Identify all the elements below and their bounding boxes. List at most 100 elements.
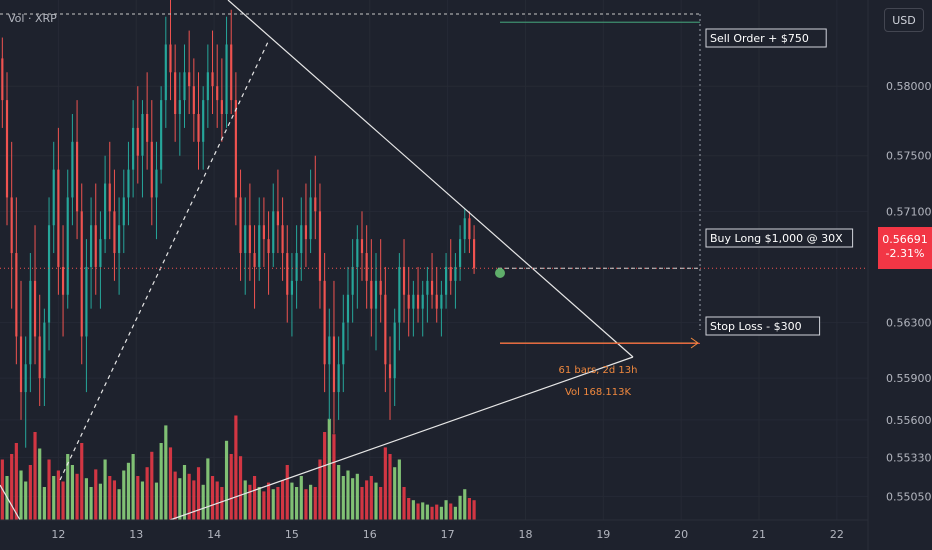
candle-body <box>99 239 102 267</box>
volume-bar <box>103 459 107 520</box>
candle-body <box>188 72 191 87</box>
volume-bar <box>66 454 70 520</box>
volume-bar <box>439 506 443 520</box>
candle-body <box>374 280 378 309</box>
volume-bar <box>309 484 313 520</box>
y-tick-label: 0.55900 <box>886 372 932 385</box>
volume-bar <box>458 495 462 520</box>
volume-bar <box>150 451 154 520</box>
descending-trendline <box>227 0 634 358</box>
candle-body <box>286 253 289 295</box>
candle-body <box>473 239 476 269</box>
volume-bar <box>178 478 182 520</box>
volume-bar <box>379 487 383 520</box>
volume-bar <box>145 467 149 520</box>
candle-body <box>370 280 373 309</box>
candle-body <box>113 211 116 254</box>
candle-body <box>29 280 32 365</box>
volume-bar <box>327 418 331 520</box>
volume-bar <box>332 434 336 520</box>
candle-body <box>71 141 74 198</box>
volume-bar <box>266 482 271 520</box>
x-tick-label: 22 <box>830 528 844 541</box>
x-tick-label: 12 <box>51 528 65 541</box>
price-axis-panel <box>868 0 932 550</box>
candle-body <box>244 225 247 254</box>
candle-body <box>384 294 387 365</box>
volume-bar <box>323 432 327 520</box>
volume-bar <box>80 443 84 520</box>
range-arrow-head <box>690 337 699 349</box>
candle-body <box>75 141 79 212</box>
candle-body <box>10 197 13 254</box>
x-tick-label: 20 <box>674 528 688 541</box>
currency-button[interactable]: USD <box>884 8 924 32</box>
dashed-support-line <box>59 41 269 481</box>
y-tick-label: 0.57500 <box>886 150 932 163</box>
volume-bar <box>430 506 434 520</box>
candle-body <box>388 364 392 379</box>
candle-body <box>426 280 429 295</box>
volume-bar <box>56 470 60 520</box>
range-bars-label: 61 bars, 2d 13h <box>558 365 637 376</box>
candle-body <box>169 44 172 73</box>
x-tick-label: 13 <box>129 528 143 541</box>
candle-body <box>262 225 265 240</box>
x-tick-label: 15 <box>285 528 299 541</box>
sell-order-label-text: Sell Order + $750 <box>710 32 809 45</box>
volume-bar <box>397 459 401 520</box>
y-tick-label: 0.57100 <box>886 205 932 218</box>
last-price-value: 0.56691 <box>882 233 928 246</box>
volume-bar <box>411 500 415 520</box>
candle-body <box>258 225 261 267</box>
x-tick-label: 14 <box>207 528 221 541</box>
volume-bar <box>47 459 51 520</box>
candle-body <box>146 114 149 142</box>
candle-body <box>300 225 303 254</box>
volume-bar <box>126 462 131 520</box>
stop-loss-label: Stop Loss - $300 <box>705 316 821 336</box>
candle-body <box>85 266 88 337</box>
candle-body <box>5 100 9 198</box>
volume-bar <box>453 506 457 520</box>
volume-bar <box>346 470 350 520</box>
candle-body <box>141 114 144 156</box>
candle-body <box>104 183 107 240</box>
volume-bar <box>365 480 369 520</box>
volume-bar <box>42 487 46 520</box>
volume-bar <box>182 465 187 520</box>
candle-body <box>52 169 55 226</box>
candle-body <box>211 72 214 87</box>
volume-bar <box>206 458 210 520</box>
candle-body <box>304 225 308 240</box>
volume-bar <box>463 489 467 520</box>
candle-body <box>337 364 340 393</box>
x-tick-label: 19 <box>596 528 610 541</box>
x-tick-label: 16 <box>363 528 377 541</box>
candlesticks <box>1 0 476 448</box>
volume-bar <box>402 487 406 520</box>
candle-body <box>118 225 121 254</box>
volume-bar <box>472 500 476 520</box>
candle-body <box>197 114 200 142</box>
candle-body <box>360 239 364 254</box>
y-tick-label: 0.58000 <box>886 80 932 93</box>
volume-bar <box>164 425 168 520</box>
buy-long-label: Buy Long $1,000 @ 30X <box>705 228 854 248</box>
volume-bar <box>19 470 23 520</box>
candle-body <box>225 44 228 115</box>
candle-body <box>136 127 139 156</box>
volume-bar <box>416 503 420 520</box>
candle-body <box>276 211 280 226</box>
candle-body <box>80 211 83 337</box>
last-price-badge: 0.56691 -2.31% <box>878 227 932 269</box>
volume-legend: Vol · XRP <box>8 12 57 25</box>
volume-bar <box>421 502 425 520</box>
candle-body <box>407 294 410 309</box>
volume-bar <box>271 489 275 520</box>
y-tick-label: 0.56300 <box>886 317 932 330</box>
volume-bar <box>70 465 74 520</box>
